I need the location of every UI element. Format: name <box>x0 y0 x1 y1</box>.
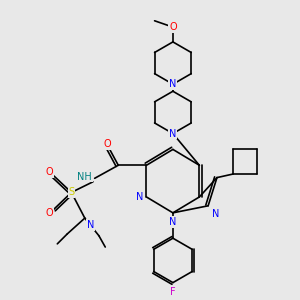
Text: N: N <box>169 217 177 227</box>
Text: O: O <box>103 139 111 149</box>
Text: NH: NH <box>77 172 92 182</box>
Text: S: S <box>68 188 74 197</box>
Text: N: N <box>136 192 143 202</box>
Text: N: N <box>169 79 177 89</box>
Text: O: O <box>46 208 53 218</box>
Text: F: F <box>170 287 176 297</box>
Text: N: N <box>212 209 220 219</box>
Text: N: N <box>169 128 177 139</box>
Text: N: N <box>87 220 94 230</box>
Text: O: O <box>169 22 177 32</box>
Text: O: O <box>46 167 53 177</box>
